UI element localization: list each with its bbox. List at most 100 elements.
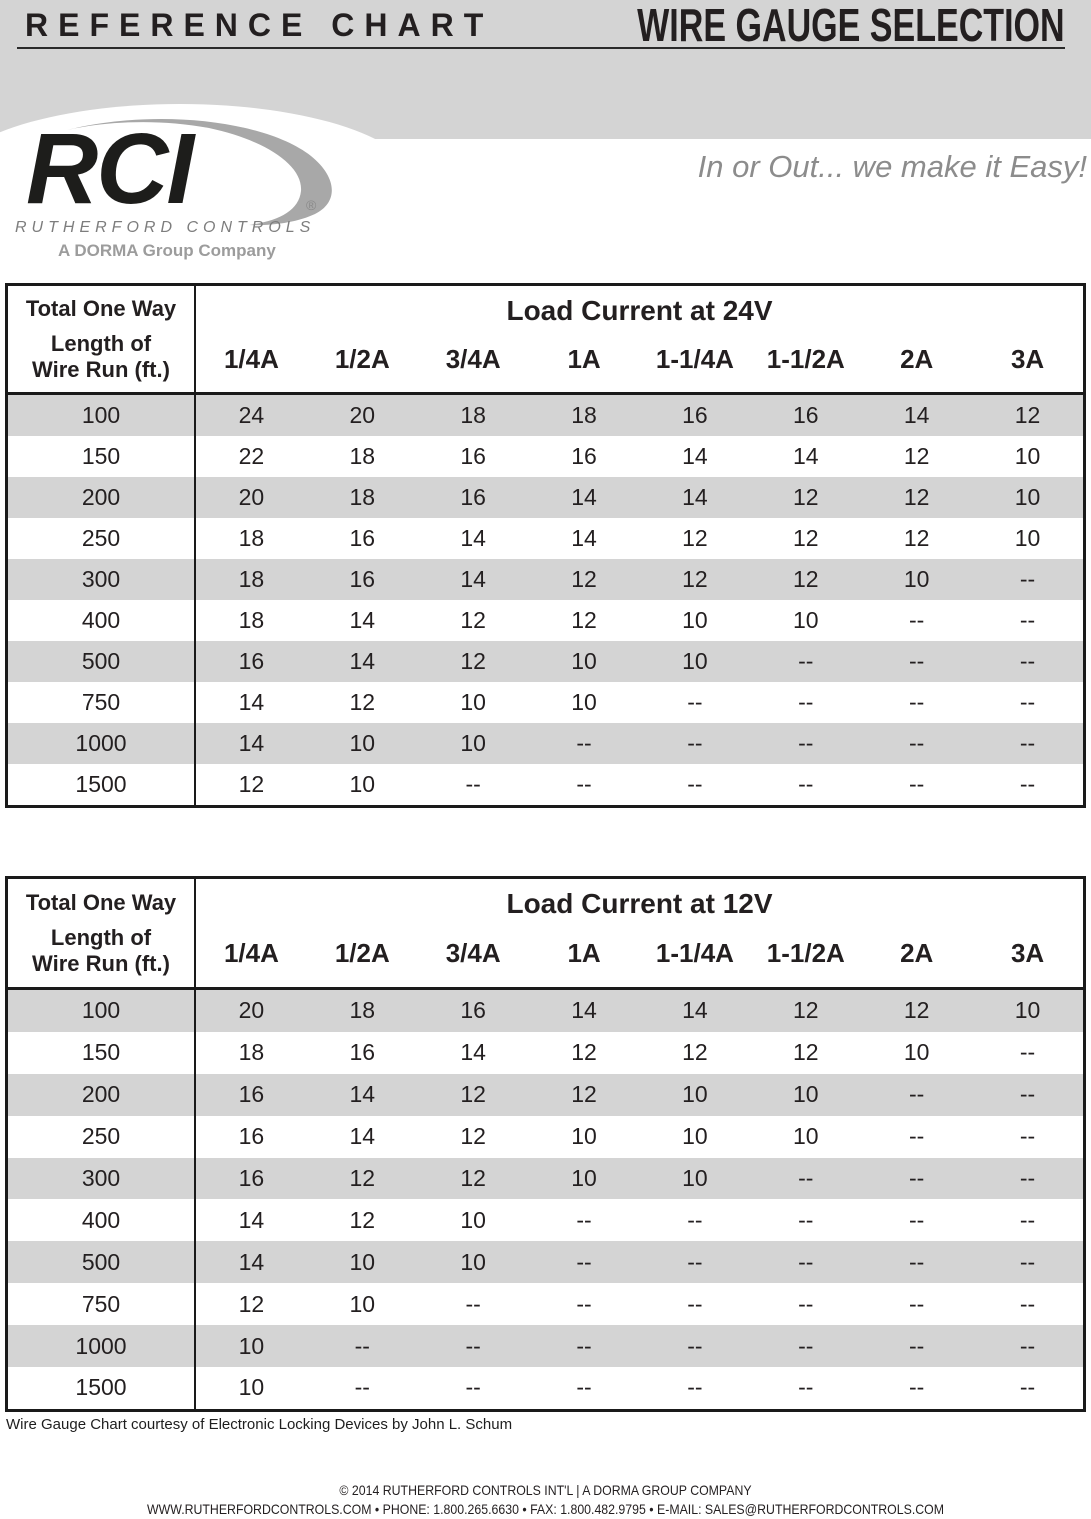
wire-gauge-cell: -- bbox=[354, 1374, 370, 1401]
column-header: 1/4A bbox=[223, 938, 279, 968]
column-header: 2A bbox=[900, 938, 934, 968]
column-headers-row: 1/4A 1/2A 3/4A 1A 1-1/4A 1-1/2A 2A 3A bbox=[196, 920, 1083, 987]
wire-gauge-cell: 18 bbox=[349, 484, 376, 510]
wire-gauge-cell: 10 bbox=[349, 1290, 376, 1317]
column-header: 2A bbox=[900, 344, 934, 374]
column-header-area: Load Current at 24V 1/4A 1/2A 3/4A 1A 1-1/4A… bbox=[196, 286, 1083, 392]
wire-gauge-cell: 10 bbox=[571, 648, 597, 674]
wire-gauge-cell: -- bbox=[576, 730, 592, 756]
wire-gauge-cell: 12 bbox=[571, 1039, 597, 1066]
wire-gauge-cell: 12 bbox=[682, 566, 708, 592]
wire-gauge-cell: 10 bbox=[460, 1248, 486, 1275]
footer: © 2014 RUTHERFORD CONTROLS INT'L | A DOR… bbox=[0, 1481, 1091, 1518]
wire-run-length-cell: 400 bbox=[8, 1199, 196, 1242]
wire-gauge-cell: 24 bbox=[238, 402, 265, 428]
row-header: Total One Way Length of Wire Run (ft.) bbox=[8, 286, 196, 392]
wire-gauge-cell: 10 bbox=[682, 1081, 708, 1108]
wire-run-length-cell: 100 bbox=[8, 395, 196, 436]
wire-gauge-cell: 10 bbox=[682, 1123, 708, 1150]
wire-gauge-cell: 14 bbox=[571, 997, 597, 1024]
wire-gauge-cell: 10 bbox=[238, 1374, 265, 1401]
wire-run-length-cell: 200 bbox=[8, 477, 196, 518]
column-header-area: Load Current at 12V 1/4A 1/2A 3/4A 1A 1-1/4A… bbox=[196, 879, 1083, 987]
column-header: 1/2A bbox=[334, 938, 390, 968]
table-row: 150 22 18 16 16 14 14 12 10 bbox=[8, 436, 1083, 477]
wire-gauge-cell: 18 bbox=[238, 607, 265, 633]
column-header: 1-1/2A bbox=[766, 938, 845, 968]
wire-gauge-cell: 10 bbox=[682, 607, 708, 633]
wire-gauge-cell: 16 bbox=[349, 525, 376, 551]
table-row: 1000 14 10 10 -- -- -- -- -- bbox=[8, 723, 1083, 764]
wire-gauge-cell: 10 bbox=[793, 1081, 819, 1108]
wire-gauge-cell: 14 bbox=[682, 997, 708, 1024]
wire-gauge-cell: -- bbox=[576, 1290, 592, 1317]
table-row: 100 20 18 16 14 14 12 12 10 bbox=[8, 990, 1083, 1032]
wire-gauge-cell: 10 bbox=[349, 730, 376, 756]
wire-gauge-cell: -- bbox=[798, 730, 814, 756]
row-header-line: Wire Run (ft.) bbox=[32, 950, 170, 976]
table-row: 300 18 16 14 12 12 12 10 -- bbox=[8, 559, 1083, 600]
header-divider bbox=[17, 47, 1065, 49]
wire-gauge-cell: 14 bbox=[349, 648, 376, 674]
wire-gauge-cell: 14 bbox=[238, 1248, 265, 1275]
wire-gauge-cell: 14 bbox=[571, 484, 597, 510]
table-row: 100 24 20 18 18 16 16 14 12 bbox=[8, 395, 1083, 436]
table-row: 200 16 14 12 12 10 10 -- -- bbox=[8, 1073, 1083, 1116]
wire-gauge-cell: -- bbox=[465, 1374, 481, 1401]
wire-gauge-cell: -- bbox=[1019, 1206, 1036, 1233]
row-header-line: Total One Way bbox=[25, 889, 177, 915]
wire-gauge-cell: -- bbox=[687, 771, 703, 797]
wire-gauge-cell: 10 bbox=[1014, 525, 1041, 551]
wire-gauge-cell: 14 bbox=[349, 607, 376, 633]
wire-gauge-cell: -- bbox=[798, 648, 814, 674]
wire-gauge-cell: 14 bbox=[238, 730, 265, 756]
wire-gauge-cell: 20 bbox=[238, 484, 265, 510]
wire-run-length-cell: 500 bbox=[8, 1241, 196, 1284]
wire-run-length-cell: 1500 bbox=[8, 764, 196, 805]
wire-gauge-cell: -- bbox=[798, 1206, 814, 1233]
wire-gauge-cell: 18 bbox=[571, 402, 597, 428]
table-header: Total One Way Length of Wire Run (ft.) L… bbox=[8, 286, 1083, 395]
wire-gauge-cell: 12 bbox=[793, 525, 819, 551]
wire-gauge-cell: 18 bbox=[238, 1039, 265, 1066]
wire-gauge-cell: -- bbox=[909, 1206, 925, 1233]
wire-gauge-cell: 12 bbox=[682, 1039, 708, 1066]
column-headers-row: 1/4A 1/2A 3/4A 1A 1-1/4A 1-1/2A 2A 3A bbox=[196, 327, 1083, 392]
wire-gauge-cell: 14 bbox=[460, 1039, 486, 1066]
wire-gauge-cell: 10 bbox=[571, 1165, 597, 1191]
wire-gauge-cell: -- bbox=[354, 1332, 370, 1359]
wire-gauge-cell: 10 bbox=[571, 689, 597, 715]
wire-gauge-cell: 14 bbox=[682, 484, 708, 510]
wire-gauge-cell: 14 bbox=[349, 1081, 376, 1108]
column-header: 1-1/2A bbox=[766, 344, 845, 374]
wire-gauge-cell: 12 bbox=[793, 1039, 819, 1066]
wire-gauge-cell: 14 bbox=[903, 402, 930, 428]
table-row: 250 18 16 14 14 12 12 12 10 bbox=[8, 518, 1083, 559]
wire-gauge-cell: 10 bbox=[460, 730, 486, 756]
wire-gauge-cell: 12 bbox=[238, 1290, 265, 1317]
wire-gauge-cell: -- bbox=[687, 730, 703, 756]
wire-gauge-cell: -- bbox=[1019, 648, 1036, 674]
wire-gauge-cell: -- bbox=[909, 1123, 925, 1150]
wire-run-length-cell: 300 bbox=[8, 559, 196, 600]
page-title: WIRE GAUGE SELECTION bbox=[637, 0, 1065, 51]
column-header: 1/2A bbox=[334, 344, 390, 374]
table-row: 400 14 12 10 -- -- -- -- -- bbox=[8, 1199, 1083, 1242]
table-header: Total One Way Length of Wire Run (ft.) L… bbox=[8, 879, 1083, 990]
wire-gauge-cell: 10 bbox=[349, 771, 376, 797]
wire-gauge-cell: -- bbox=[909, 1165, 925, 1191]
wire-gauge-cell: 18 bbox=[238, 566, 265, 592]
wire-gauge-cell: 16 bbox=[238, 1081, 265, 1108]
wire-gauge-cell: 14 bbox=[238, 689, 265, 715]
wire-gauge-cell: -- bbox=[909, 1332, 925, 1359]
wire-run-length-cell: 500 bbox=[8, 641, 196, 682]
wire-gauge-cell: 10 bbox=[682, 1165, 708, 1191]
wire-gauge-cell: 12 bbox=[903, 443, 930, 469]
wire-gauge-cell: -- bbox=[798, 1248, 814, 1275]
column-header: 3A bbox=[1010, 344, 1045, 374]
wire-gauge-cell: -- bbox=[1019, 1290, 1036, 1317]
wire-run-length-cell: 1500 bbox=[8, 1367, 196, 1409]
wire-gauge-cell: -- bbox=[909, 771, 925, 797]
wire-gauge-cell: -- bbox=[1019, 1165, 1036, 1191]
wire-gauge-cell: 18 bbox=[460, 402, 486, 428]
